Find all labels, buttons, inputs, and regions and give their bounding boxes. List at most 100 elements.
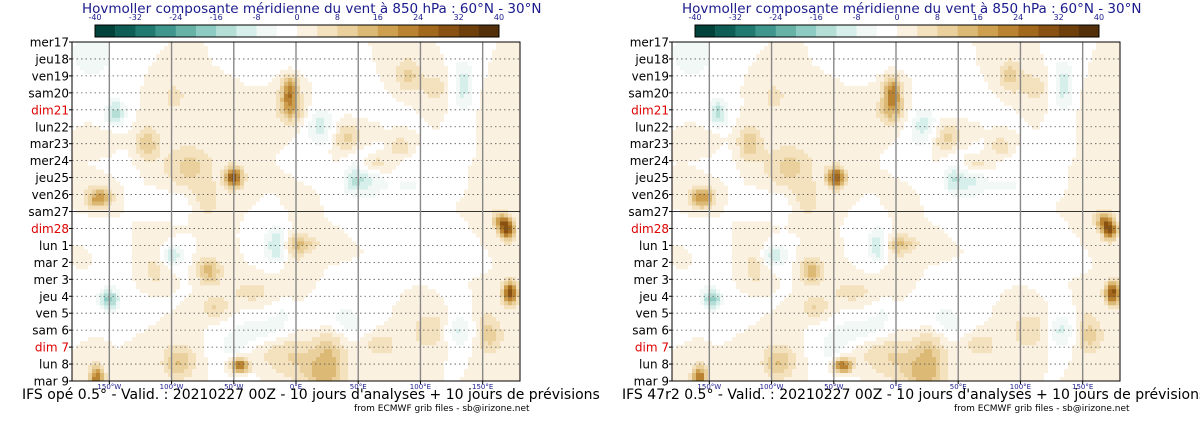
- heatmap-cell: [316, 217, 321, 222]
- heatmap-cell: [412, 129, 417, 135]
- heatmap-cell: [332, 97, 337, 103]
- heatmap-cell: [212, 141, 217, 146]
- heatmap-cell: [104, 201, 109, 206]
- heatmap-cell: [252, 65, 257, 71]
- heatmap-cell: [428, 173, 433, 178]
- heatmap-cell: [284, 117, 289, 123]
- heatmap-cell: [72, 77, 77, 83]
- heatmap-cell: [488, 189, 493, 194]
- heatmap-cell: [276, 205, 281, 210]
- heatmap-cell: [240, 105, 245, 111]
- heatmap-cell: [332, 129, 337, 135]
- heatmap-cell: [392, 193, 397, 198]
- heatmap-cell: [328, 57, 333, 63]
- heatmap-cell: [284, 113, 289, 119]
- heatmap-cell: [224, 77, 229, 83]
- heatmap-cell: [504, 81, 509, 87]
- heatmap-cell: [380, 197, 385, 202]
- heatmap-cell: [244, 161, 249, 166]
- heatmap-cell: [288, 157, 293, 162]
- heatmap-cell: [148, 129, 153, 135]
- heatmap-cell: [460, 89, 465, 95]
- heatmap-cell: [324, 42, 329, 47]
- heatmap-cell: [304, 81, 309, 87]
- heatmap-cell: [492, 141, 497, 146]
- heatmap-cell: [116, 133, 121, 139]
- heatmap-cell: [348, 73, 353, 79]
- heatmap-cell: [392, 177, 397, 182]
- heatmap-cell: [404, 169, 409, 174]
- heatmap-cell: [188, 157, 193, 162]
- heatmap-cell: [300, 65, 305, 71]
- heatmap-cell: [184, 213, 189, 218]
- heatmap-cell: [288, 141, 293, 146]
- heatmap-cell: [104, 161, 109, 166]
- heatmap-cell: [432, 185, 437, 190]
- heatmap-cell: [164, 205, 169, 210]
- heatmap-cell: [484, 157, 489, 162]
- heatmap-cell: [448, 101, 453, 107]
- heatmap-cell: [164, 217, 169, 222]
- heatmap-cell: [204, 201, 209, 206]
- heatmap-cell: [420, 173, 425, 178]
- heatmap-cell: [128, 141, 133, 146]
- heatmap-cell: [236, 149, 241, 154]
- heatmap-cell: [336, 77, 341, 83]
- heatmap-cell: [72, 85, 77, 91]
- heatmap-cell: [500, 165, 505, 170]
- heatmap-cell: [140, 93, 145, 99]
- heatmap-cell: [96, 217, 101, 222]
- heatmap-cell: [332, 201, 337, 206]
- heatmap-cell: [444, 213, 449, 218]
- heatmap-cell: [516, 97, 521, 103]
- heatmap-cell: [172, 57, 177, 63]
- heatmap-cell: [128, 85, 133, 91]
- heatmap-cell: [76, 153, 81, 158]
- heatmap-cell: [412, 165, 417, 170]
- heatmap-cell: [280, 73, 285, 79]
- heatmap-cell: [364, 65, 369, 71]
- heatmap-cell: [496, 125, 501, 131]
- heatmap-cell: [108, 145, 113, 150]
- heatmap-cell: [248, 109, 253, 115]
- heatmap-cell: [280, 189, 285, 194]
- heatmap-cell: [324, 117, 329, 123]
- heatmap-cell: [500, 73, 505, 79]
- heatmap-cell: [212, 97, 217, 103]
- heatmap-cell: [500, 69, 505, 75]
- heatmap-cell: [320, 113, 325, 119]
- heatmap-cell: [292, 97, 297, 103]
- heatmap-cell: [100, 85, 105, 91]
- heatmap-cell: [168, 57, 173, 63]
- heatmap-cell: [424, 201, 429, 206]
- heatmap-cell: [272, 181, 277, 186]
- heatmap-cell: [456, 69, 461, 75]
- heatmap-cell: [272, 133, 277, 139]
- heatmap-cell: [100, 57, 105, 63]
- heatmap-cell: [76, 105, 81, 111]
- heatmap-cell: [124, 185, 129, 190]
- heatmap-cell: [80, 173, 85, 178]
- heatmap-cell: [412, 105, 417, 111]
- heatmap-cell: [364, 45, 369, 51]
- heatmap-cell: [164, 165, 169, 170]
- heatmap-cell: [104, 113, 109, 119]
- heatmap-cell: [344, 193, 349, 198]
- heatmap-cell: [168, 93, 173, 99]
- heatmap-cell: [440, 109, 445, 115]
- heatmap-cell: [388, 161, 393, 166]
- heatmap-cell: [120, 181, 125, 186]
- heatmap-cell: [296, 53, 301, 59]
- heatmap-cell: [280, 61, 285, 67]
- heatmap-cell: [268, 197, 273, 202]
- heatmap-cell: [516, 193, 521, 198]
- heatmap-cell: [136, 117, 141, 123]
- heatmap-cell: [148, 57, 153, 63]
- heatmap-cell: [76, 89, 81, 95]
- heatmap-cell: [100, 205, 105, 210]
- heatmap-cell: [252, 81, 257, 87]
- heatmap-cell: [312, 173, 317, 178]
- heatmap-cell: [388, 133, 393, 139]
- heatmap-cell: [168, 97, 173, 103]
- heatmap-cell: [508, 189, 513, 194]
